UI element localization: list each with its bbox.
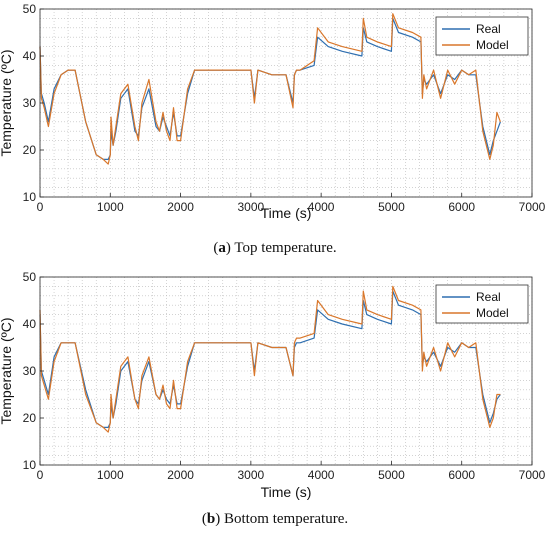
y-axis-label: Temperature (ºC) <box>0 317 14 424</box>
caption-top-text: Top temperature. <box>234 240 337 256</box>
x-tick-label: 1000 <box>97 200 124 214</box>
y-tick-label: 20 <box>23 143 37 157</box>
x-tick-label: 5000 <box>378 468 405 482</box>
x-tick-label: 4000 <box>308 468 335 482</box>
x-axis-label: Time (s) <box>261 484 312 500</box>
y-tick-label: 40 <box>23 49 37 63</box>
legend: Real Model <box>435 16 529 56</box>
caption-bottom-label: b <box>206 511 216 527</box>
x-tick-label: 2000 <box>167 200 194 214</box>
y-tick-label: 30 <box>23 364 37 378</box>
x-tick-label: 0 <box>37 200 44 214</box>
series-line-model <box>39 285 501 433</box>
y-tick-label: 30 <box>23 96 37 110</box>
y-tick-label: 50 <box>23 2 37 16</box>
y-axis-label: Temperature (ºC) <box>0 49 14 156</box>
x-tick-label: 1000 <box>97 468 124 482</box>
y-tick-label: 50 <box>23 270 37 284</box>
chart-panel-bottom: 0 1000 2000 3000 4000 5000 6000 7000 10 20 30 40 50 T… <box>0 270 546 500</box>
x-tick-label: 7000 <box>519 468 546 482</box>
legend-label-model: Model <box>476 306 509 320</box>
legend-label-real: Real <box>476 290 501 304</box>
caption-top: (a) Top temperature. <box>213 240 337 256</box>
x-axis-label: Time (s) <box>261 205 312 221</box>
chart-panel-top: 0 1000 2000 3000 4000 5000 6000 7000 10 20 30 40 50 T… <box>0 2 546 221</box>
legend-box <box>435 284 529 324</box>
y-tick-label: 10 <box>23 458 37 472</box>
legend: Real Model <box>435 284 529 324</box>
x-tick-label: 7000 <box>519 200 546 214</box>
caption-bottom-text: Bottom temperature. <box>223 511 349 527</box>
series-line-model <box>39 13 501 165</box>
legend-box <box>435 16 529 56</box>
x-tick-label: 6000 <box>448 200 475 214</box>
x-tick-label: 3000 <box>238 200 265 214</box>
x-tick-label: 5000 <box>378 200 405 214</box>
caption-bottom: (b) Bottom temperature. <box>201 511 349 527</box>
y-tick-label: 20 <box>23 411 37 425</box>
legend-label-real: Real <box>476 22 501 36</box>
x-tick-label: 4000 <box>308 200 335 214</box>
legend-label-model: Model <box>476 38 509 52</box>
caption-top-label: a <box>218 240 226 256</box>
x-tick-label: 6000 <box>448 468 475 482</box>
x-tick-label: 3000 <box>238 468 265 482</box>
y-tick-label: 40 <box>23 317 37 331</box>
y-tick-label: 10 <box>23 190 37 204</box>
x-tick-label: 0 <box>37 468 44 482</box>
x-tick-label: 2000 <box>167 468 194 482</box>
